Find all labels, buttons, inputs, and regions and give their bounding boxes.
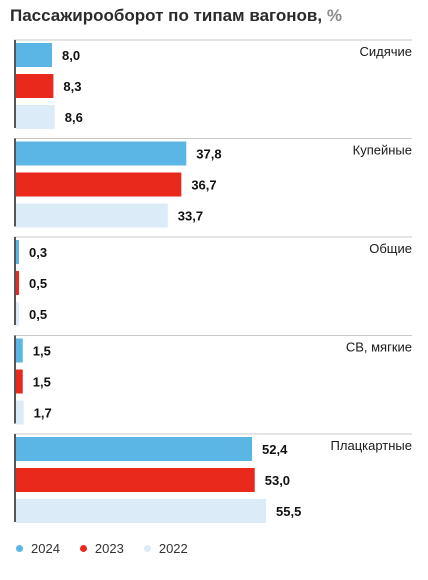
data-label-2024: 52,4 bbox=[262, 442, 288, 457]
bar-2024 bbox=[16, 437, 253, 461]
chart-title-unit: % bbox=[326, 6, 342, 25]
bar-2024 bbox=[16, 141, 187, 166]
data-label-2024: 0,3 bbox=[29, 245, 47, 260]
legend-label-2024: 2024 bbox=[31, 541, 60, 556]
bar-2023 bbox=[16, 369, 23, 394]
chart-title: Пассажирооборот по типам вагонов, % bbox=[10, 6, 342, 26]
bar-2023 bbox=[16, 468, 255, 492]
bar-2024 bbox=[16, 338, 23, 363]
bar-2022 bbox=[16, 203, 168, 228]
category-label: Купейные bbox=[353, 143, 412, 158]
data-label-2022: 33,7 bbox=[178, 209, 203, 224]
data-label-2023: 36,7 bbox=[191, 178, 216, 193]
bar-2023 bbox=[16, 74, 54, 98]
legend-item-2024: 2024 bbox=[16, 541, 60, 556]
category-label: Плацкартные bbox=[331, 438, 412, 453]
bar-2022 bbox=[16, 400, 24, 425]
bar-2022 bbox=[16, 105, 55, 129]
bar-2022 bbox=[16, 302, 19, 326]
bar-chart: Сидячие 8,0 8,3 8,6 Купейные 37,8 36,7 33,7 Общи… bbox=[14, 39, 412, 523]
legend-dot-2022 bbox=[143, 545, 151, 552]
bar-2024 bbox=[16, 43, 53, 67]
bar-2023 bbox=[16, 271, 19, 295]
bar-2023 bbox=[16, 172, 182, 197]
data-label-2024: 8,0 bbox=[62, 48, 80, 63]
data-label-2022: 1,7 bbox=[34, 406, 52, 421]
data-label-2022: 8,6 bbox=[65, 110, 83, 125]
data-label-2024: 37,8 bbox=[196, 147, 221, 162]
category-label: СВ, мягкие bbox=[346, 340, 412, 355]
category-label: Сидячие bbox=[359, 44, 412, 59]
data-label-2023: 0,5 bbox=[29, 276, 47, 291]
data-label-2022: 0,5 bbox=[29, 307, 47, 322]
data-label-2024: 1,5 bbox=[33, 344, 51, 359]
legend-label-2023: 2023 bbox=[94, 541, 124, 556]
legend-dot-2023 bbox=[79, 545, 87, 552]
chart-title-text: Пассажирооборот по типам вагонов, bbox=[10, 6, 323, 25]
data-label-2023: 8,3 bbox=[63, 79, 81, 94]
legend-label-2022: 2022 bbox=[158, 541, 188, 556]
legend-item-2023: 2023 bbox=[79, 541, 124, 556]
legend-dot-2024 bbox=[16, 545, 23, 552]
legend-item-2022: 2022 bbox=[143, 541, 188, 556]
data-label-2023: 1,5 bbox=[33, 375, 51, 390]
bar-2022 bbox=[16, 499, 266, 523]
chart-legend: 2024 2023 2022 bbox=[16, 541, 188, 556]
data-label-2022: 55,5 bbox=[276, 504, 301, 519]
category-label: Общие bbox=[369, 241, 412, 256]
bar-2024 bbox=[16, 240, 19, 264]
data-label-2023: 53,0 bbox=[265, 473, 290, 488]
